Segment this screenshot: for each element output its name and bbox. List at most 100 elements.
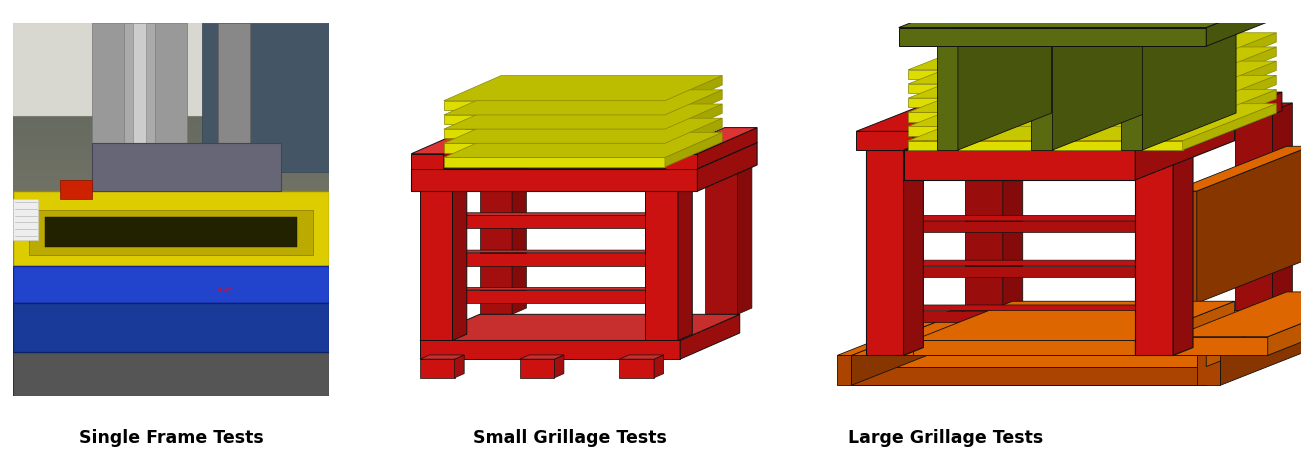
Polygon shape xyxy=(1135,305,1150,322)
Polygon shape xyxy=(444,128,503,169)
Polygon shape xyxy=(452,290,645,303)
Polygon shape xyxy=(444,129,665,138)
Polygon shape xyxy=(1268,292,1314,355)
Polygon shape xyxy=(420,340,681,359)
Polygon shape xyxy=(444,158,665,167)
Polygon shape xyxy=(202,23,328,172)
Polygon shape xyxy=(1031,0,1146,35)
Polygon shape xyxy=(851,322,1314,366)
Polygon shape xyxy=(29,210,313,254)
Polygon shape xyxy=(908,98,1183,107)
Polygon shape xyxy=(444,76,723,100)
Polygon shape xyxy=(480,159,527,165)
Polygon shape xyxy=(13,199,38,240)
Polygon shape xyxy=(444,100,665,110)
Polygon shape xyxy=(480,165,512,314)
Polygon shape xyxy=(908,89,1276,126)
Polygon shape xyxy=(420,359,455,378)
Polygon shape xyxy=(455,355,464,378)
Polygon shape xyxy=(444,115,665,124)
Polygon shape xyxy=(908,47,1276,84)
Polygon shape xyxy=(851,355,1206,366)
Polygon shape xyxy=(1173,191,1197,303)
Polygon shape xyxy=(645,191,678,340)
Polygon shape xyxy=(13,352,328,396)
Polygon shape xyxy=(665,76,723,110)
Polygon shape xyxy=(857,131,913,150)
Polygon shape xyxy=(681,314,740,359)
Polygon shape xyxy=(1183,89,1276,136)
Polygon shape xyxy=(1135,215,1150,232)
Polygon shape xyxy=(1121,0,1236,35)
Polygon shape xyxy=(1031,35,1053,150)
Polygon shape xyxy=(420,185,466,191)
Polygon shape xyxy=(866,150,904,355)
Polygon shape xyxy=(619,359,654,378)
Polygon shape xyxy=(904,221,1135,232)
Polygon shape xyxy=(444,132,723,158)
Polygon shape xyxy=(60,180,92,199)
Polygon shape xyxy=(904,305,1150,311)
Polygon shape xyxy=(908,141,1183,150)
Polygon shape xyxy=(1173,292,1314,337)
Polygon shape xyxy=(411,169,698,191)
Polygon shape xyxy=(1183,104,1276,150)
Polygon shape xyxy=(1183,92,1282,150)
Polygon shape xyxy=(411,154,444,169)
Polygon shape xyxy=(908,75,1276,112)
Text: Small Grillage Tests: Small Grillage Tests xyxy=(473,429,668,447)
Polygon shape xyxy=(1173,142,1193,355)
Polygon shape xyxy=(452,250,652,253)
Polygon shape xyxy=(913,92,1012,150)
Polygon shape xyxy=(1173,337,1268,355)
Polygon shape xyxy=(837,355,851,385)
Polygon shape xyxy=(851,366,1206,385)
Polygon shape xyxy=(908,84,1183,93)
Polygon shape xyxy=(1221,311,1314,385)
Polygon shape xyxy=(452,185,466,340)
Polygon shape xyxy=(645,287,652,303)
Polygon shape xyxy=(133,23,146,191)
Polygon shape xyxy=(645,213,652,228)
Polygon shape xyxy=(665,104,723,138)
Polygon shape xyxy=(1197,355,1221,385)
Polygon shape xyxy=(1173,146,1310,191)
Polygon shape xyxy=(1183,47,1276,93)
Polygon shape xyxy=(904,266,1135,277)
Text: Large Grillage Tests: Large Grillage Tests xyxy=(848,429,1043,447)
Polygon shape xyxy=(452,253,645,266)
Polygon shape xyxy=(937,0,1051,35)
Polygon shape xyxy=(1197,146,1310,303)
Polygon shape xyxy=(1183,61,1276,107)
Polygon shape xyxy=(908,33,1276,70)
Polygon shape xyxy=(13,23,328,116)
Polygon shape xyxy=(1126,92,1282,131)
Polygon shape xyxy=(1183,75,1276,122)
Polygon shape xyxy=(452,215,645,228)
Polygon shape xyxy=(512,159,527,314)
Polygon shape xyxy=(964,103,1022,111)
Polygon shape xyxy=(904,311,1135,322)
Polygon shape xyxy=(645,185,692,191)
Text: R 4/8: R 4/8 xyxy=(218,288,233,293)
Polygon shape xyxy=(519,355,564,359)
Polygon shape xyxy=(1272,103,1293,316)
Polygon shape xyxy=(1135,301,1235,355)
Polygon shape xyxy=(904,215,1150,221)
Polygon shape xyxy=(857,92,1012,131)
Polygon shape xyxy=(1135,111,1235,180)
Polygon shape xyxy=(1206,322,1314,385)
Polygon shape xyxy=(1135,150,1173,355)
Polygon shape xyxy=(851,311,1314,355)
Polygon shape xyxy=(1197,311,1314,355)
Polygon shape xyxy=(899,28,1206,46)
Polygon shape xyxy=(124,23,155,154)
Polygon shape xyxy=(452,287,652,290)
Polygon shape xyxy=(452,213,652,215)
Polygon shape xyxy=(444,143,665,153)
Polygon shape xyxy=(964,111,1003,316)
Polygon shape xyxy=(937,35,958,150)
Polygon shape xyxy=(444,104,723,129)
Polygon shape xyxy=(444,118,723,143)
Polygon shape xyxy=(411,128,503,154)
